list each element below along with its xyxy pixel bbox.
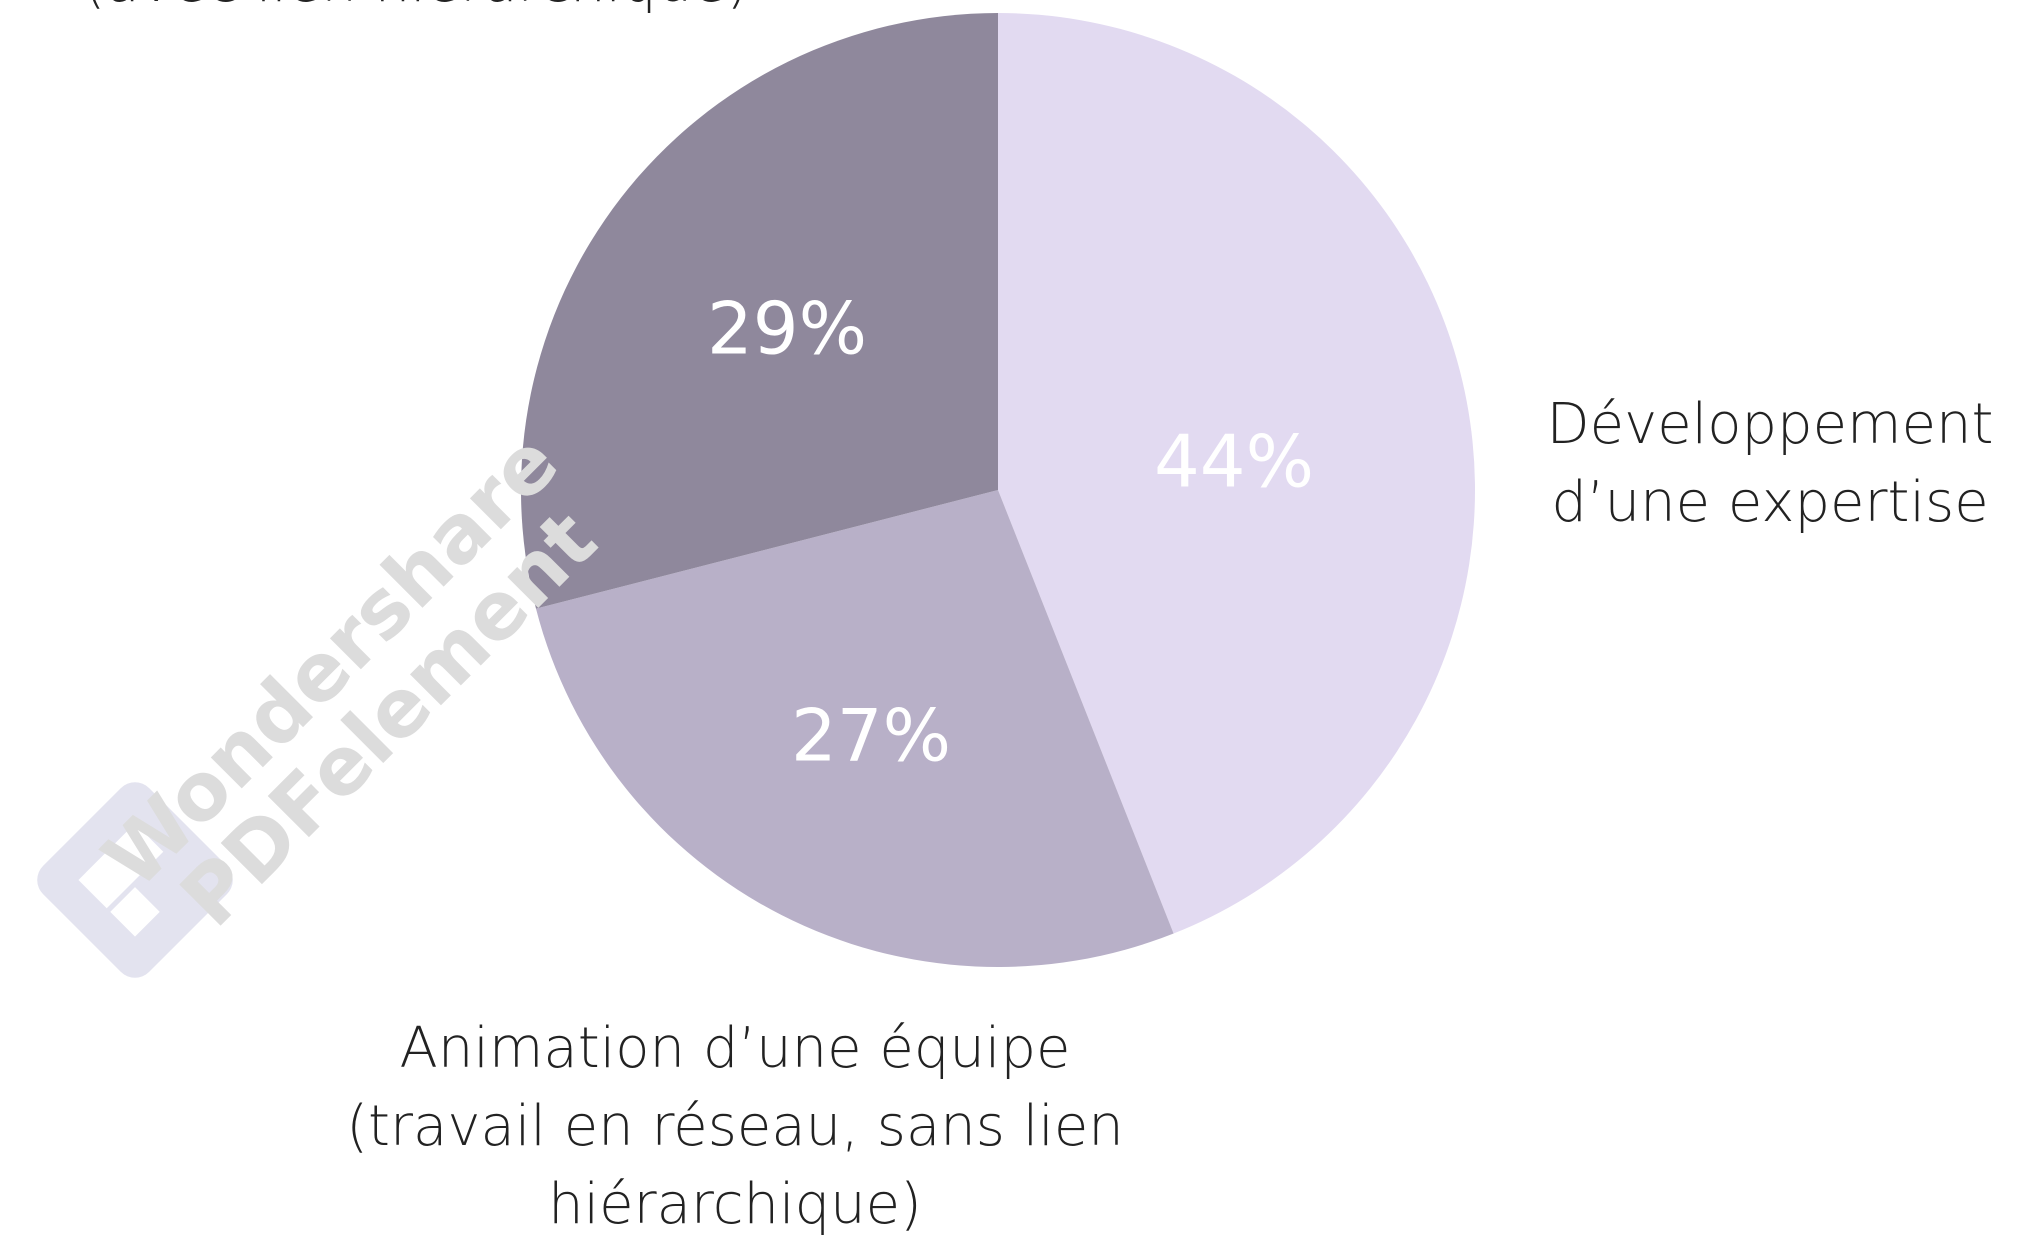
value-label: 44% [1154, 420, 1314, 504]
pie-slice [998, 13, 1476, 934]
value-label: 29% [707, 287, 867, 371]
watermark-logo [37, 782, 233, 978]
pie-slice [535, 490, 1174, 967]
category-label: (avec lien hiérarchique) [83, 0, 748, 22]
category-label: Développement d’une expertise [1546, 392, 1994, 535]
pie-slice [521, 13, 998, 609]
category-label: Animation d’une équipe (travail en résea… [346, 1016, 1124, 1237]
value-label: 27% [791, 694, 951, 778]
